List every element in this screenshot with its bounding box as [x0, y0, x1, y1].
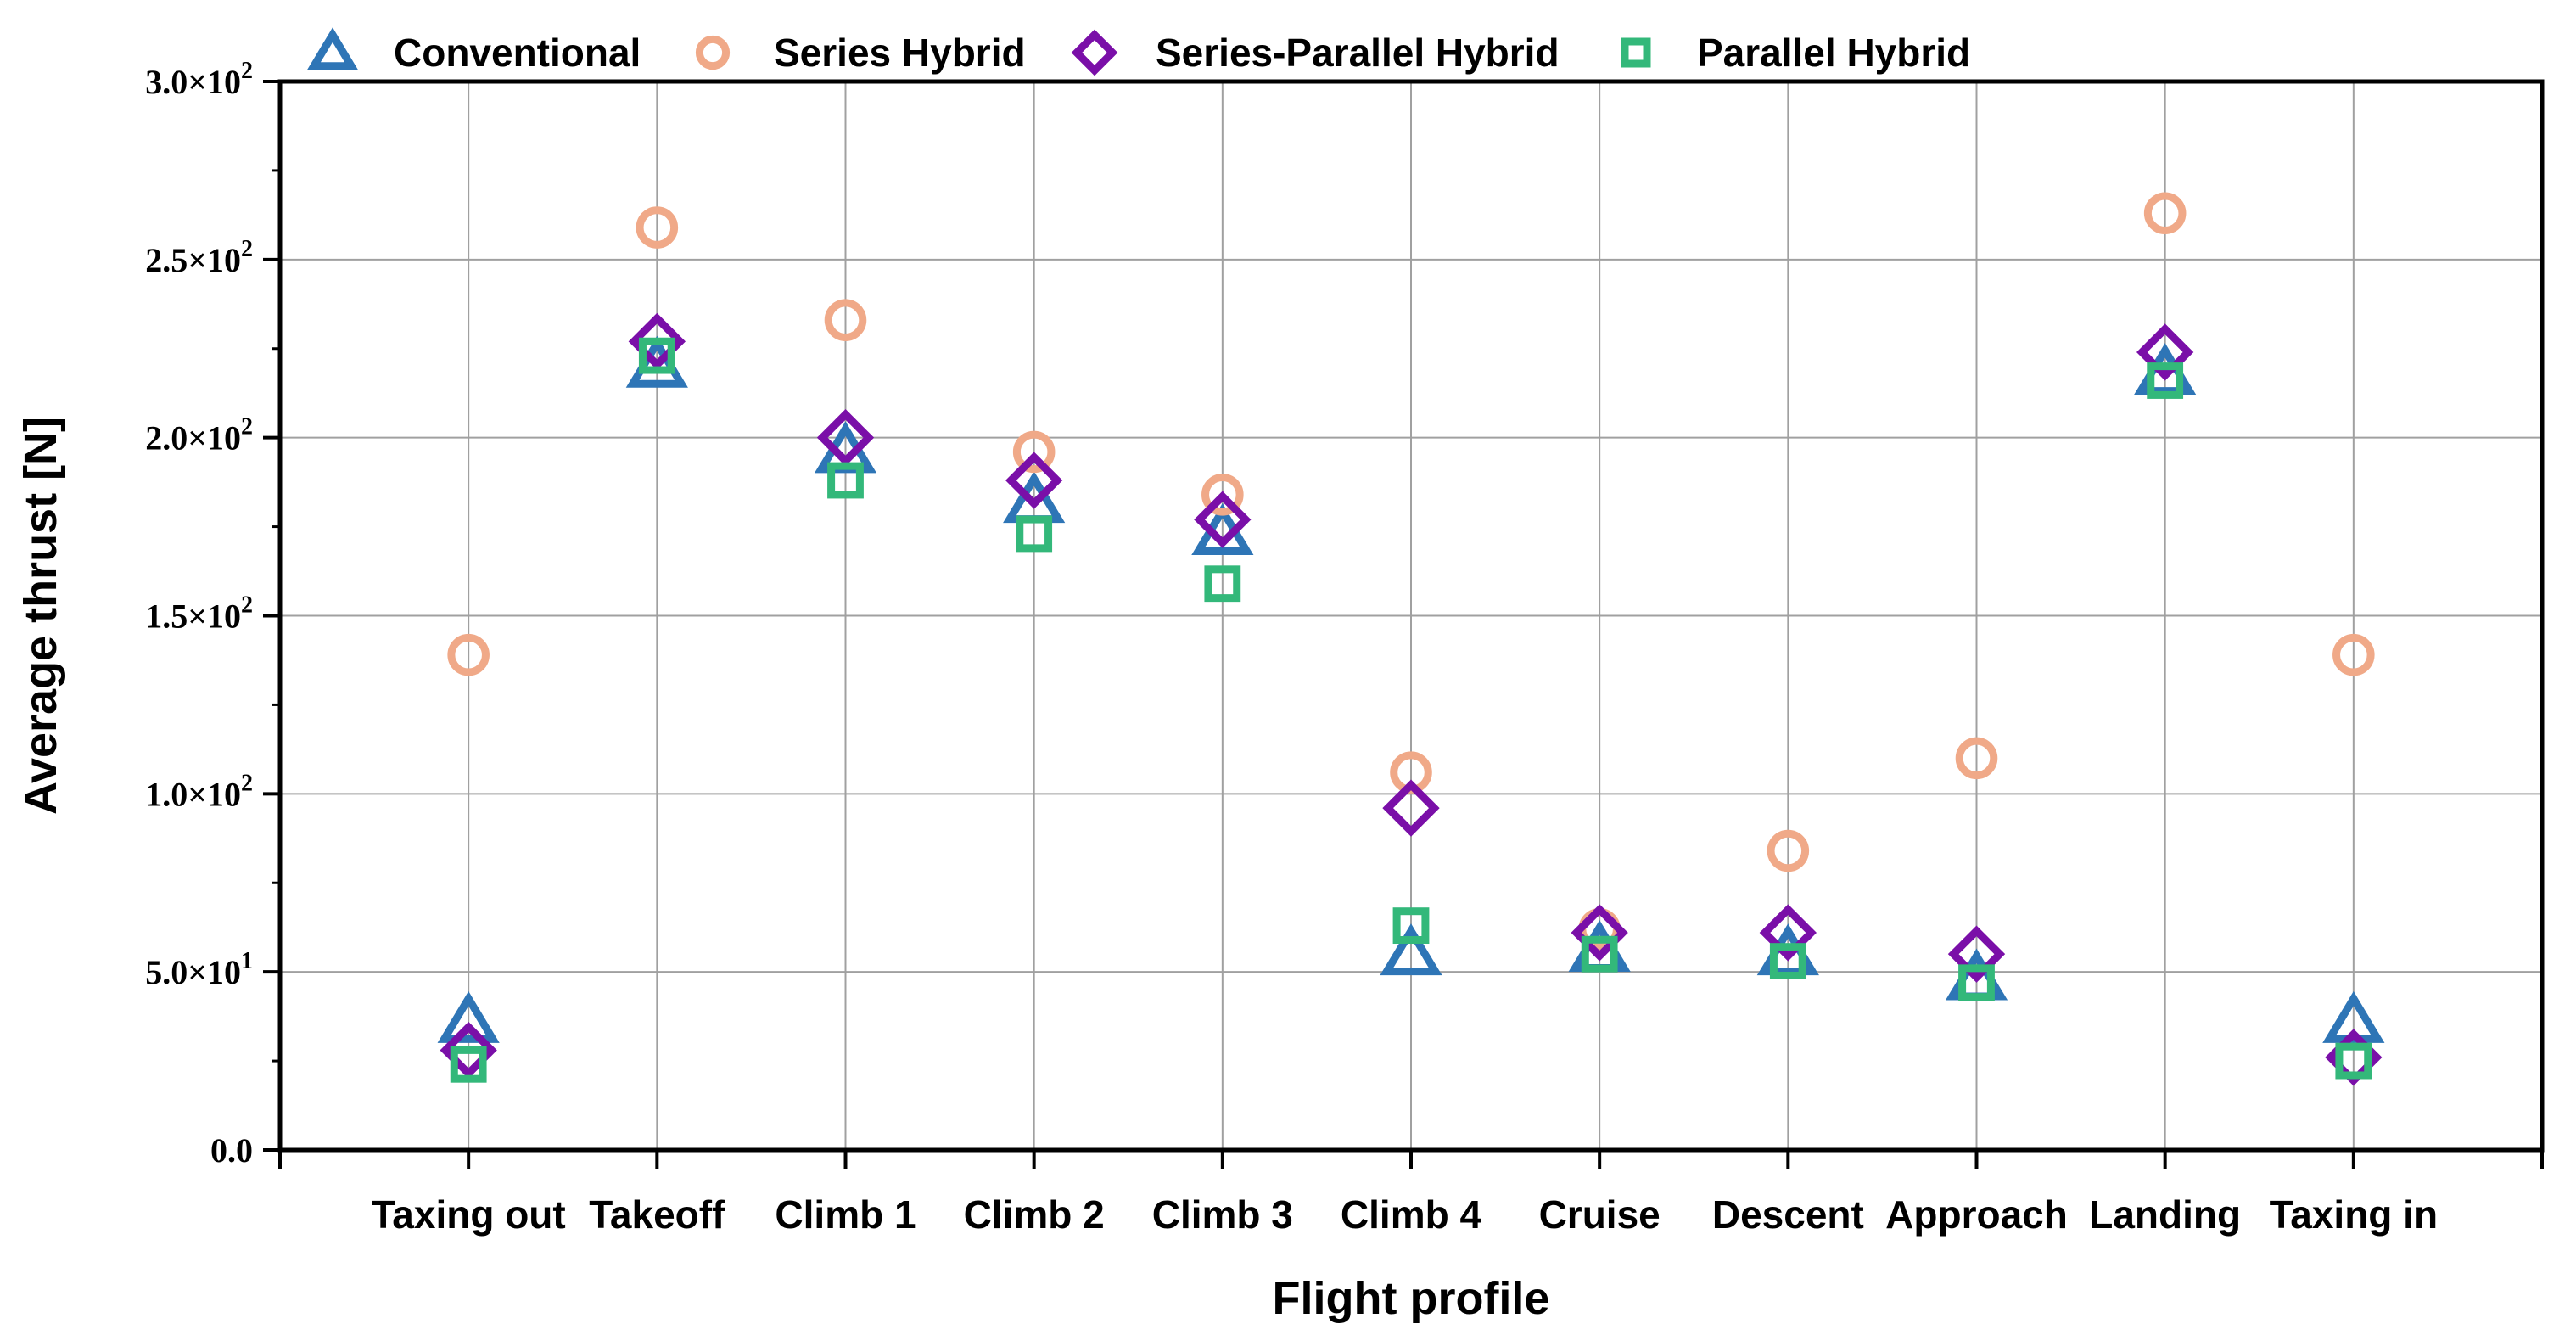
data-point: [638, 337, 675, 374]
data-point: [1581, 935, 1618, 973]
x-tick-label: Climb 2: [964, 1192, 1105, 1237]
y-tick-label: 1.0×102: [145, 770, 253, 813]
x-tick-label: Climb 4: [1341, 1192, 1482, 1237]
data-point: [1392, 907, 1430, 945]
series-series-parallel-hybrid: [440, 312, 2383, 1086]
series-parallel-hybrid: [450, 337, 2372, 1083]
data-point: [1380, 923, 1442, 976]
data-point: [636, 206, 679, 249]
y-tick-label: 2.5×102: [145, 236, 253, 279]
data-point: [1769, 943, 1806, 979]
data-point: [1958, 964, 1995, 1001]
x-tick-label: Takeoff: [589, 1192, 725, 1237]
data-point: [2147, 362, 2184, 399]
x-tick-label: Climb 1: [775, 1192, 916, 1237]
data-point: [1201, 474, 1244, 516]
data-point: [1016, 515, 1053, 553]
x-tick-label: Taxing in: [2270, 1192, 2439, 1237]
y-tick-label: 1.5×102: [145, 592, 253, 636]
x-tick-label: Cruise: [1539, 1192, 1660, 1237]
data-point: [827, 462, 864, 499]
x-tick-label: Approach: [1885, 1192, 2068, 1237]
data-point: [1767, 829, 1810, 872]
data-point: [1955, 737, 1998, 780]
x-tick-label: Descent: [1712, 1192, 1864, 1237]
x-tick-label: Taxing out: [372, 1192, 566, 1237]
legend-label: Parallel Hybrid: [1697, 31, 1970, 75]
x-axis-title: Flight profile: [1273, 1273, 1550, 1324]
y-axis-title: Average thrust [N]: [15, 417, 66, 815]
y-tick-label: 5.0×101: [145, 948, 253, 991]
data-point: [2136, 323, 2194, 381]
data-point: [450, 1046, 487, 1083]
axis-ticks: 0.0 5.0×101 1.0×102 1.5×102 2.0×102 2.5×102 3.…: [145, 58, 2544, 1237]
legend-label: Series-Parallel Hybrid: [1156, 31, 1560, 75]
y-tick-label: 0.0: [210, 1131, 253, 1170]
data-point: [1005, 452, 1063, 509]
legend: Conventional Series Hybrid Series-Parallel…: [307, 27, 1970, 76]
data-point: [824, 299, 867, 341]
data-point: [2332, 633, 2375, 676]
data-point: [1759, 904, 1817, 962]
legend-marker: [307, 27, 358, 70]
y-tick-label: 2.0×102: [145, 414, 253, 457]
x-tick-label: Landing: [2089, 1192, 2241, 1237]
data-point: [440, 1021, 497, 1080]
data-point: [816, 409, 875, 467]
data-point: [1012, 430, 1056, 474]
data-point: [437, 990, 500, 1043]
legend-label: Series Hybrid: [774, 31, 1026, 75]
legend-marker: [695, 35, 731, 70]
data-point: [1382, 779, 1440, 837]
legend-marker: [1071, 29, 1118, 76]
data-point: [1204, 565, 1241, 603]
grid-lines: [280, 81, 2542, 1150]
legend-marker: [1621, 37, 1651, 68]
x-tick-label: Climb 3: [1152, 1192, 1293, 1237]
data-point: [2143, 192, 2187, 235]
data-point: [447, 633, 490, 676]
legend-label: Conventional: [394, 31, 641, 75]
series-series-hybrid: [447, 192, 2375, 951]
data-point: [1194, 491, 1252, 548]
data-point: [1571, 904, 1628, 962]
data-point: [628, 312, 686, 371]
data-point: [2335, 1042, 2372, 1080]
y-tick-label: 3.0×102: [145, 58, 253, 101]
data-point: [1947, 925, 2006, 983]
data-points: [437, 192, 2385, 1086]
